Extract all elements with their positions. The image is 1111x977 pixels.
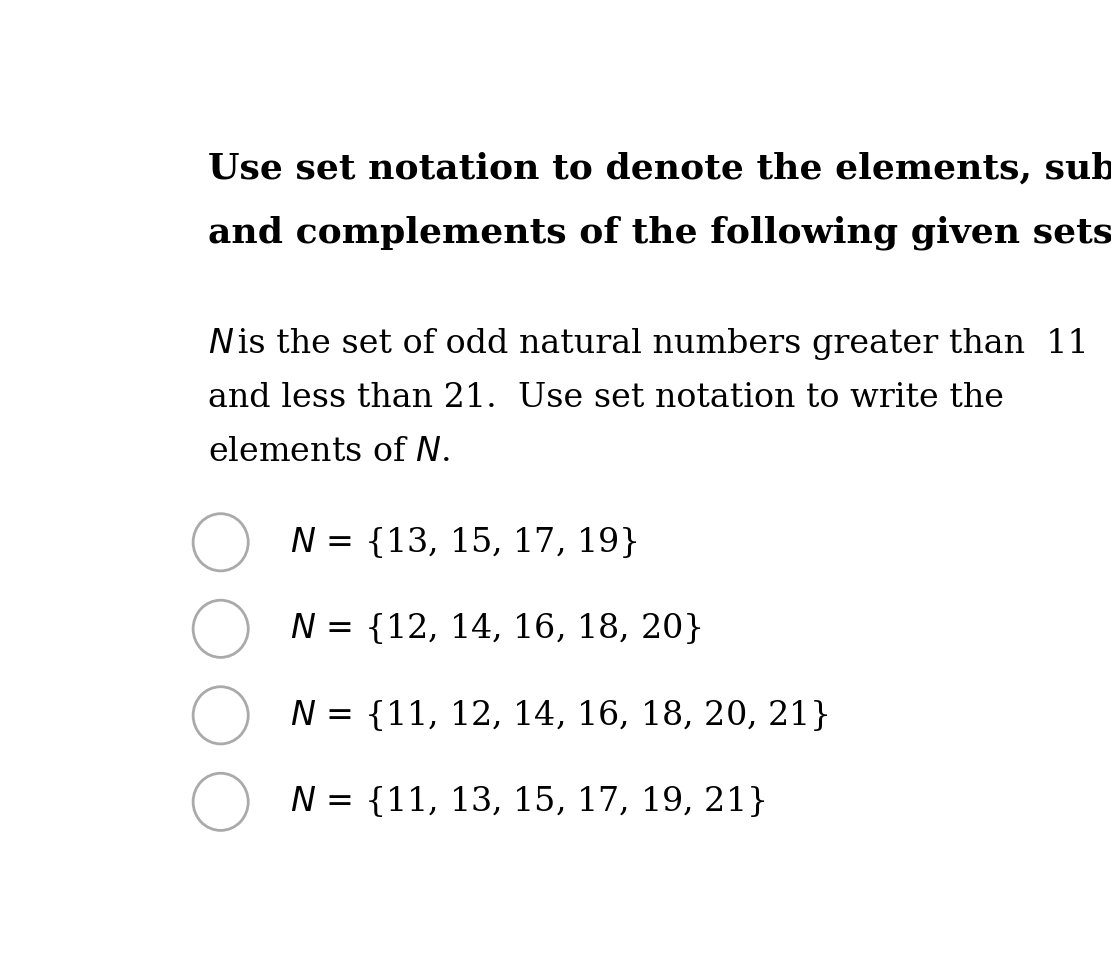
Text: Use set notation to denote the elements, subsets,: Use set notation to denote the elements,… [208,151,1111,185]
Text: and less than 21.  Use set notation to write the: and less than 21. Use set notation to wr… [208,382,1003,414]
Text: and complements of the following given sets.: and complements of the following given s… [208,215,1111,249]
Text: $\it{N}$ = {12, 14, 16, 18, 20}: $\it{N}$ = {12, 14, 16, 18, 20} [290,612,701,647]
Text: $\it{N}$ = {13, 15, 17, 19}: $\it{N}$ = {13, 15, 17, 19} [290,525,638,560]
Text: $\it{N}$ = {11, 13, 15, 17, 19, 21}: $\it{N}$ = {11, 13, 15, 17, 19, 21} [290,785,764,820]
Text: is the set of odd natural numbers greater than  11: is the set of odd natural numbers greate… [227,328,1089,360]
Text: elements of $\it{N}$.: elements of $\it{N}$. [208,436,450,468]
Text: $\it{N}$ = {11, 12, 14, 16, 18, 20, 21}: $\it{N}$ = {11, 12, 14, 16, 18, 20, 21} [290,698,829,733]
Text: $\it{N}$: $\it{N}$ [208,328,233,360]
